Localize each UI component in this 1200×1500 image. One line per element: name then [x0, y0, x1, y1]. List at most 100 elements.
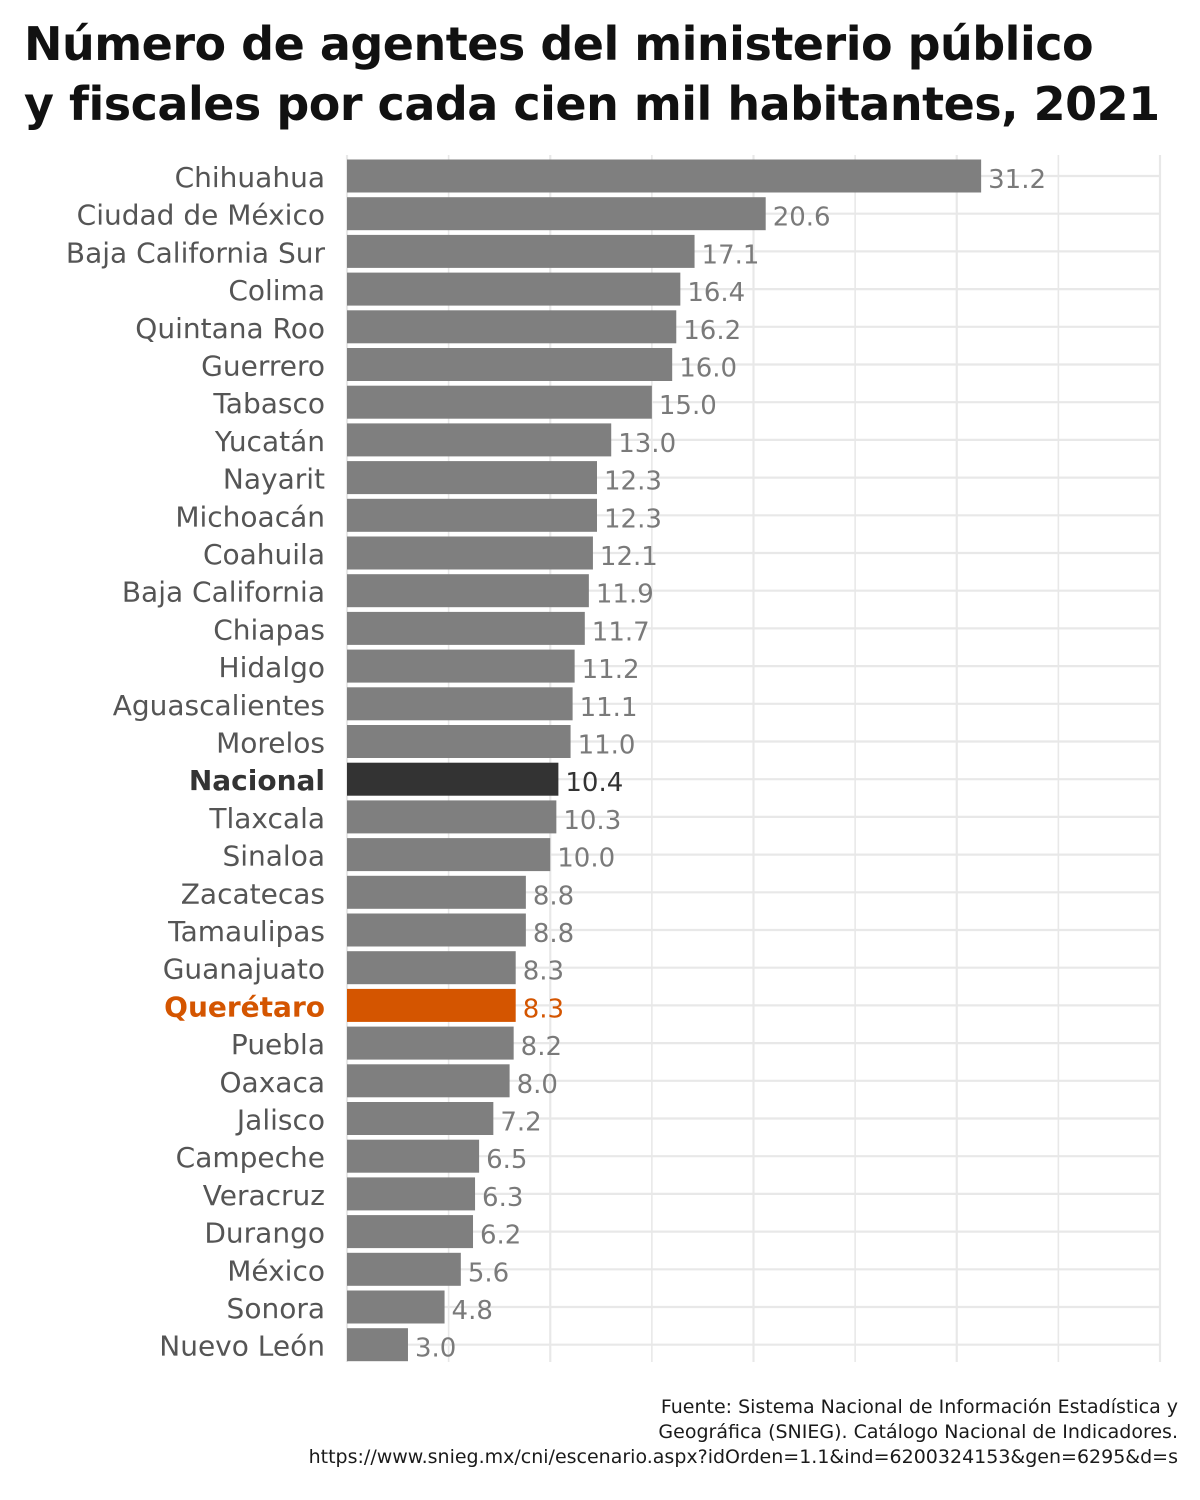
- data-label: 17.1: [702, 240, 760, 270]
- category-label: Nayarit: [223, 463, 325, 496]
- bar: [347, 800, 557, 834]
- data-label: 8.3: [523, 994, 564, 1024]
- category-label: Guerrero: [201, 350, 325, 383]
- bar: [347, 988, 516, 1022]
- data-label: 16.2: [683, 316, 741, 346]
- category-label: Tabasco: [212, 387, 325, 420]
- category-label: Tamaulipas: [167, 915, 325, 948]
- category-label: Chihuahua: [175, 161, 325, 194]
- data-label: 7.2: [500, 1108, 541, 1138]
- bar: [347, 574, 589, 608]
- data-label: 11.7: [592, 617, 650, 647]
- data-label: 5.6: [468, 1258, 509, 1288]
- category-label: Sinaloa: [222, 840, 325, 873]
- data-label: 3.0: [415, 1334, 456, 1364]
- category-label: Coahuila: [203, 538, 325, 571]
- category-label: Puebla: [231, 1028, 325, 1061]
- bar: [347, 951, 516, 985]
- category-label: Aguascalientes: [113, 689, 325, 722]
- data-label: 8.0: [517, 1070, 558, 1100]
- bar: [347, 498, 597, 532]
- category-label: Tlaxcala: [208, 802, 325, 835]
- bar: [347, 838, 551, 872]
- bar: [347, 1139, 480, 1173]
- bar: [347, 1026, 514, 1060]
- category-label: Sonora: [227, 1292, 325, 1325]
- bar: [347, 1064, 510, 1098]
- bar: [347, 913, 526, 947]
- bar: [347, 423, 612, 457]
- category-label: Quintana Roo: [135, 312, 325, 345]
- grid-lines: [345, 155, 1162, 1362]
- bar: [347, 687, 573, 721]
- data-label: 11.0: [578, 731, 636, 761]
- bar: [347, 234, 695, 268]
- category-label: Querétaro: [164, 990, 325, 1023]
- category-label: Hidalgo: [219, 651, 325, 684]
- category-label: Veracruz: [203, 1179, 325, 1212]
- bar: [347, 1290, 445, 1324]
- data-label: 8.2: [521, 1032, 562, 1062]
- category-label: Morelos: [216, 727, 325, 760]
- category-label: Yucatán: [214, 425, 325, 458]
- data-label: 10.4: [565, 768, 623, 798]
- chart-title-line-1: Número de agentes del ministerio público: [24, 17, 1094, 71]
- category-label: Zacatecas: [181, 877, 325, 910]
- value-labels: 31.2 20.6 17.1 16.4 16.2 16.0 15.0 13.0 12.3 12.3…: [415, 165, 1046, 1364]
- data-label: 31.2: [988, 165, 1046, 195]
- category-label: Chiapas: [213, 613, 325, 646]
- bar: [347, 1215, 474, 1249]
- data-label: 10.3: [563, 806, 621, 836]
- category-label: Campeche: [176, 1141, 325, 1174]
- bar: [347, 310, 677, 344]
- data-label: 11.1: [580, 693, 638, 723]
- bar: [347, 1177, 476, 1211]
- bar: [347, 348, 673, 381]
- data-label: 11.2: [582, 655, 640, 685]
- caption-line-3: https://www.snieg.mx/cni/escenario.aspx?…: [308, 1446, 1178, 1468]
- bars: [347, 159, 982, 1362]
- bar: [347, 461, 597, 495]
- data-label: 12.3: [604, 504, 662, 534]
- data-label: 15.0: [659, 391, 717, 421]
- chart-title: Número de agentes del ministerio público…: [24, 14, 1184, 134]
- category-label: Jalisco: [235, 1104, 325, 1137]
- data-label: 16.4: [687, 278, 745, 308]
- category-label: Baja California Sur: [66, 236, 326, 269]
- data-label: 6.3: [482, 1183, 523, 1213]
- bar: [347, 762, 559, 796]
- category-label: Baja California: [122, 576, 325, 609]
- data-label: 8.3: [523, 957, 564, 987]
- data-label: 16.0: [679, 354, 737, 384]
- caption-line-2: Geográfica (SNIEG). Catálogo Nacional de…: [658, 1421, 1178, 1443]
- data-label: 6.2: [480, 1221, 521, 1251]
- bar: [347, 1252, 461, 1286]
- bar: [347, 1102, 494, 1135]
- category-label: Ciudad de México: [77, 199, 325, 232]
- data-label: 13.0: [618, 429, 676, 459]
- data-label: 8.8: [533, 881, 574, 911]
- bar: [347, 611, 585, 645]
- category-label: Oaxaca: [220, 1066, 325, 1099]
- bar: [347, 197, 766, 231]
- category-label: Michoacán: [175, 500, 325, 533]
- chart-title-line-2: y fiscales por cada cien mil habitantes,…: [24, 77, 1160, 131]
- data-label: 8.8: [533, 919, 574, 949]
- category-label: México: [227, 1254, 325, 1287]
- category-label: Guanajuato: [163, 953, 325, 986]
- category-label: Durango: [204, 1217, 325, 1250]
- data-label: 12.1: [600, 542, 658, 572]
- data-label: 10.0: [557, 844, 615, 874]
- data-label: 11.9: [596, 580, 654, 610]
- data-label: 20.6: [773, 203, 831, 233]
- bar: [347, 875, 526, 909]
- bar: [347, 385, 652, 419]
- bar: [347, 1328, 408, 1362]
- data-label: 6.5: [486, 1145, 527, 1175]
- category-label: Nuevo León: [159, 1330, 325, 1363]
- caption-line-1: Fuente: Sistema Nacional de Información …: [660, 1396, 1178, 1418]
- category-label: Nacional: [189, 764, 325, 797]
- bar: [347, 649, 575, 683]
- bar: [347, 272, 681, 306]
